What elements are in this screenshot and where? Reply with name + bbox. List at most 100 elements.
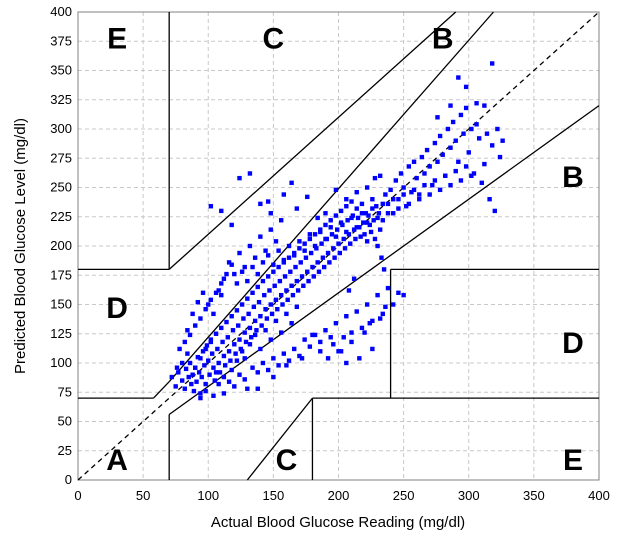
data-point: [232, 384, 237, 389]
data-point: [276, 248, 281, 253]
data-point: [250, 365, 255, 370]
data-point: [401, 185, 406, 190]
data-point: [246, 311, 251, 317]
data-point: [316, 269, 322, 274]
data-point: [406, 164, 412, 169]
data-point: [272, 283, 277, 288]
data-point: [370, 197, 375, 202]
data-point: [284, 288, 289, 293]
data-point: [354, 189, 359, 195]
data-point: [432, 140, 438, 146]
data-point: [295, 288, 301, 293]
y-tick-label: 200: [50, 238, 72, 253]
data-point: [344, 204, 349, 209]
data-point: [346, 288, 352, 293]
data-point: [357, 356, 362, 361]
data-point: [245, 278, 250, 284]
data-point: [247, 171, 253, 176]
data-point: [312, 332, 318, 338]
data-point: [315, 260, 320, 265]
y-tick-label: 50: [58, 414, 72, 429]
data-point: [263, 306, 268, 312]
data-point: [289, 283, 294, 288]
data-point: [297, 239, 302, 244]
data-point: [258, 346, 263, 352]
data-point: [357, 225, 362, 230]
data-point: [236, 323, 241, 328]
data-point: [362, 232, 367, 237]
data-point: [333, 213, 339, 218]
data-point: [276, 363, 281, 368]
data-point: [226, 260, 232, 265]
zone-labels: E C B B D D A C E: [106, 23, 584, 477]
data-point: [474, 101, 479, 106]
data-point: [268, 211, 273, 216]
data-point: [364, 302, 370, 307]
data-point: [187, 332, 193, 338]
data-point: [252, 255, 258, 260]
data-point: [186, 374, 191, 380]
data-point: [234, 358, 240, 363]
data-point: [445, 126, 451, 132]
data-point: [182, 386, 188, 391]
data-point: [448, 103, 453, 108]
y-tick-label: 100: [50, 355, 72, 370]
data-point: [443, 173, 448, 178]
data-point: [276, 264, 281, 270]
data-point: [380, 218, 385, 223]
data-point: [254, 328, 259, 333]
data-point: [217, 370, 223, 375]
y-tick-label: 25: [58, 443, 72, 458]
data-point: [203, 346, 208, 352]
data-point: [271, 269, 276, 274]
data-point: [482, 161, 487, 167]
data-point: [450, 119, 456, 125]
data-point: [308, 250, 314, 256]
data-point: [177, 346, 182, 352]
data-point: [359, 325, 365, 331]
data-point: [219, 281, 224, 286]
data-point: [331, 246, 336, 251]
data-point: [355, 215, 361, 221]
data-point: [388, 187, 393, 193]
data-point: [307, 344, 313, 349]
data-point: [404, 204, 409, 209]
data-point: [370, 318, 375, 324]
data-point: [500, 138, 505, 143]
data-point: [290, 292, 296, 298]
data-point: [232, 271, 237, 277]
data-point: [280, 302, 285, 307]
data-point: [349, 339, 354, 345]
data-point: [376, 211, 382, 216]
data-point: [292, 250, 297, 256]
data-point: [234, 308, 240, 313]
data-point: [361, 220, 366, 225]
data-point: [198, 356, 203, 361]
x-tick-label: 200: [328, 488, 350, 503]
data-point: [320, 255, 326, 260]
data-point: [391, 302, 396, 307]
data-point: [448, 145, 453, 150]
data-point: [440, 152, 445, 157]
data-point: [229, 262, 234, 267]
data-point: [219, 292, 224, 298]
data-point: [198, 395, 203, 401]
data-point: [325, 250, 331, 256]
data-point: [411, 187, 417, 193]
zone-boundary-line: [153, 381, 170, 399]
zone-label: A: [106, 444, 128, 477]
data-point: [354, 225, 359, 230]
data-point: [367, 321, 372, 326]
data-point: [370, 346, 375, 352]
data-point: [268, 227, 273, 232]
zone-label: D: [562, 327, 584, 360]
data-point: [207, 372, 212, 377]
data-point: [344, 197, 349, 202]
data-point: [344, 314, 349, 319]
data-point: [180, 360, 185, 366]
data-point: [203, 388, 208, 394]
data-point: [185, 351, 190, 356]
data-point: [469, 173, 474, 178]
data-point: [219, 325, 224, 331]
data-point: [370, 206, 375, 211]
